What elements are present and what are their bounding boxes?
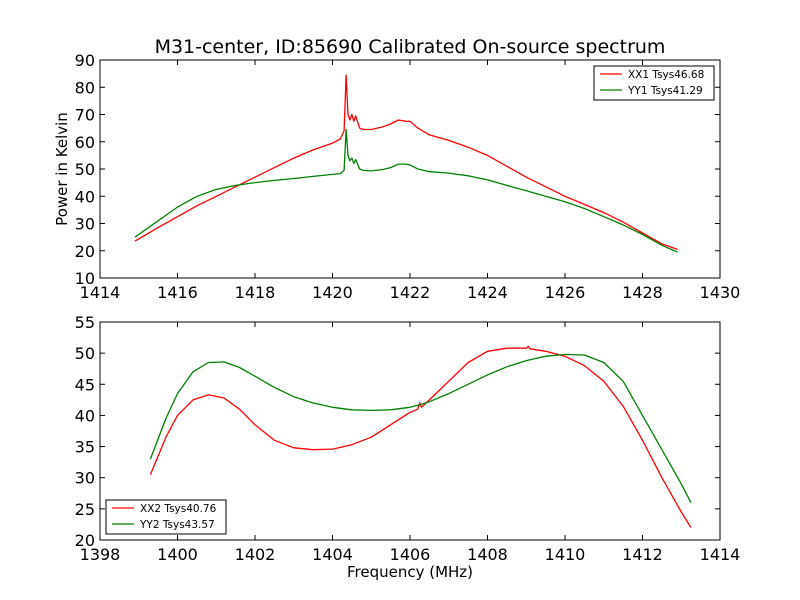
y-tick-label: 30	[75, 215, 95, 234]
y-tick-label: 60	[75, 133, 95, 152]
series-line-1-1	[149, 353, 692, 503]
y-tick-label: 30	[75, 469, 95, 488]
series-line-1-0	[149, 345, 692, 528]
y-tick-label: 20	[75, 242, 95, 261]
y-ticks-bottom: 20 25 30 35 40 45 50 55	[75, 313, 720, 550]
x-axis-label-bottom: Frequency (MHz)	[347, 563, 473, 581]
x-tick-label: 1398	[80, 545, 121, 564]
axes-frame-bottom	[99, 321, 721, 541]
x-tick-label: 1412	[622, 545, 663, 564]
x-tick-label: 1406	[390, 545, 431, 564]
y-tick-label: 55	[75, 313, 95, 332]
subplot-top: M31-center, ID:85690 Calibrated On-sourc…	[53, 36, 740, 302]
x-tick-label: 1408	[467, 545, 508, 564]
y-tick-label: 45	[75, 375, 95, 394]
x-tick-label: 1410	[545, 545, 586, 564]
axes-frame-top	[99, 59, 721, 279]
x-tick-label: 1418	[235, 283, 276, 302]
series-line-0-0	[134, 74, 678, 251]
y-tick-label: 40	[75, 406, 95, 425]
x-tick-label: 1430	[700, 283, 741, 302]
x-tick-label: 1416	[157, 283, 198, 302]
y-tick-label: 50	[75, 344, 95, 363]
y-tick-label: 40	[75, 187, 95, 206]
x-tick-label: 1420	[312, 283, 353, 302]
legend-label-yy1: YY1 Tsys41.29	[627, 85, 703, 97]
x-tick-label: 1400	[157, 545, 198, 564]
x-tick-label: 1424	[467, 283, 508, 302]
y-tick-label: 10	[75, 269, 95, 288]
legend-label-xx2: XX2 Tsys40.76	[140, 503, 217, 515]
x-tick-label: 1402	[235, 545, 276, 564]
y-tick-label: 20	[75, 531, 95, 550]
y-tick-label: 50	[75, 160, 95, 179]
legend-top: XX1 Tsys46.68 YY1 Tsys41.29	[593, 65, 715, 101]
y-tick-label: 70	[75, 106, 95, 125]
x-tick-label: 1414	[80, 283, 121, 302]
legend-label-xx1: XX1 Tsys46.68	[628, 69, 704, 81]
y-tick-label: 80	[75, 78, 95, 97]
series-lines-top	[134, 74, 678, 253]
legend-label-yy2: YY2 Tsys43.57	[139, 519, 215, 531]
plot-area-bottom: 1398 1400 1402 1404 1406 1408 1410 1412 1414 202…	[75, 313, 741, 564]
x-tick-label: 1414	[700, 545, 741, 564]
series-lines-bottom	[149, 345, 692, 528]
y-ticks-top: 10 20 30 40 50 60 70 80 90	[75, 51, 720, 288]
y-tick-label: 25	[75, 500, 95, 519]
y-tick-label: 90	[75, 51, 95, 70]
x-tick-label: 1428	[622, 283, 663, 302]
x-tick-label: 1426	[545, 283, 586, 302]
x-ticks-bottom: 1398 1400 1402 1404 1406 1408 1410 1412 1414	[80, 322, 741, 564]
chart-title: M31-center, ID:85690 Calibrated On-sourc…	[155, 36, 666, 58]
y-axis-label-top: Power in Kelvin	[53, 112, 71, 226]
legend-box-bottom	[105, 499, 227, 535]
x-tick-label: 1422	[390, 283, 431, 302]
legend-bottom: XX2 Tsys40.76 YY2 Tsys43.57	[105, 499, 227, 535]
plot-area-top: 1414 1416 1418 1420 1422 1424 1426 1428 1430 10 2…	[75, 51, 741, 302]
x-tick-label: 1404	[312, 545, 353, 564]
subplot-bottom: 1398 1400 1402 1404 1406 1408 1410 1412 1414 202…	[75, 313, 741, 581]
legend-box-top	[593, 65, 715, 101]
x-ticks-top: 1414 1416 1418 1420 1422 1424 1426 1428 1430	[80, 60, 741, 302]
series-line-0-1	[134, 128, 678, 253]
y-tick-label: 35	[75, 438, 95, 457]
